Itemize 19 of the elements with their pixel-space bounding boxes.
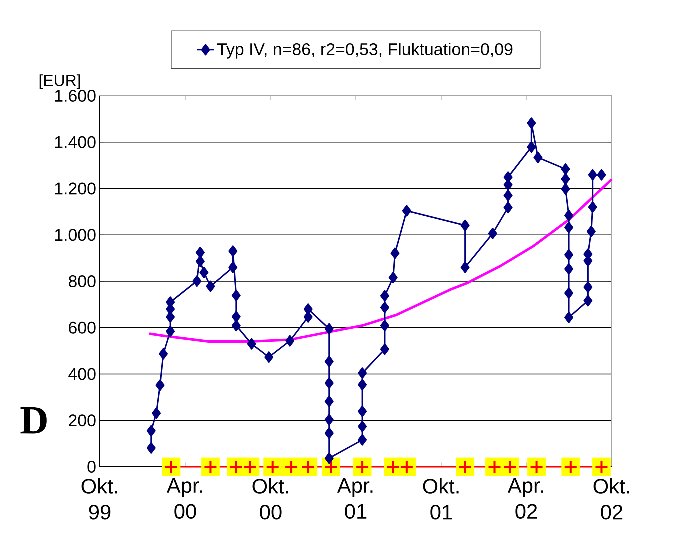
y-tick-label: 400: [68, 368, 96, 380]
y-tick-label: 0: [88, 461, 96, 473]
x-tick-label: Apr. 01: [337, 478, 373, 520]
x-tick-label: Okt. 00: [252, 478, 288, 520]
legend-label: Typ IV, n=86, r2=0,53, Fluktuation=0,09: [217, 43, 513, 59]
y-tick-label: 1.000: [55, 229, 96, 242]
y-tick-label: 1.200: [55, 182, 96, 195]
x-tick-label: Okt. 99: [82, 478, 118, 520]
text: D: [20, 408, 47, 434]
x-tick-label: Apr. 00: [166, 478, 202, 520]
x-tick-label: Apr. 02: [508, 478, 544, 520]
y-tick-label: 1.400: [55, 136, 96, 148]
y-tick-label: 200: [69, 414, 96, 427]
y-tick-label: 1.600: [55, 90, 96, 102]
y-axis-title: [EUR]: [40, 74, 80, 90]
y-tick-label: 800: [68, 276, 96, 288]
x-tick-label: Okt. 02: [594, 478, 630, 520]
x-tick-label: Okt. 01: [423, 478, 459, 520]
y-tick-label: 600: [69, 322, 96, 334]
